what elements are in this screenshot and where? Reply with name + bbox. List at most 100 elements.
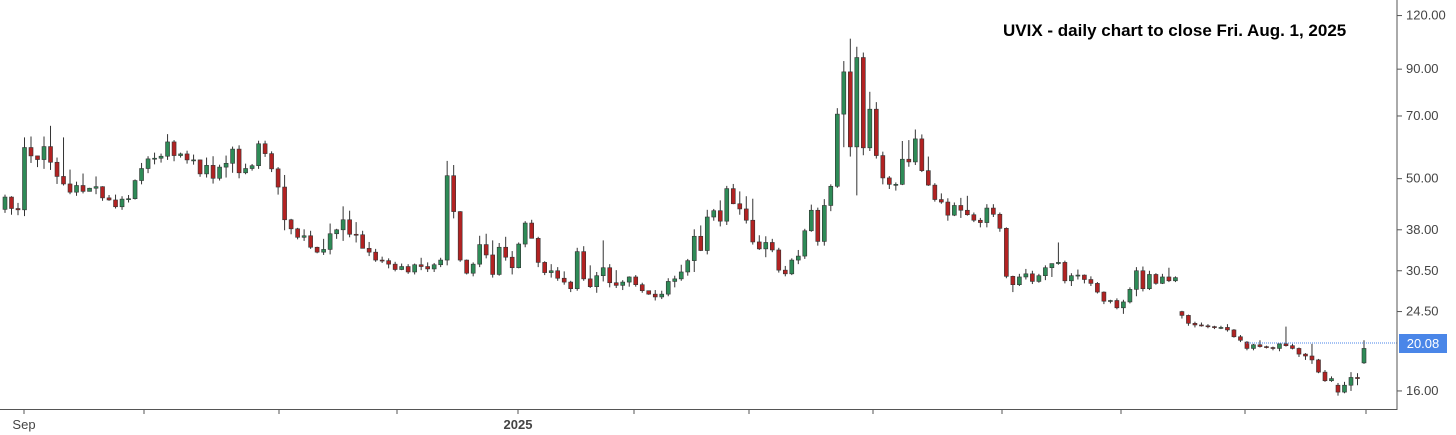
candle-down xyxy=(197,159,203,175)
candle-down xyxy=(613,282,619,286)
candle-down xyxy=(568,281,574,289)
candle-down xyxy=(308,235,313,248)
candle-down xyxy=(1264,346,1269,348)
candle-up xyxy=(321,249,326,253)
candle-down xyxy=(646,290,652,295)
candle-up xyxy=(600,267,606,277)
candle-down xyxy=(1010,276,1016,285)
candle-down xyxy=(991,207,996,215)
candle-down xyxy=(54,161,60,177)
candle-up xyxy=(691,235,697,261)
candle-down xyxy=(587,278,593,287)
candle-down xyxy=(379,259,385,262)
y-tick-label: 90.00 xyxy=(1406,61,1439,76)
candle-down xyxy=(652,293,658,298)
y-tick-label: 24.50 xyxy=(1406,304,1439,319)
candle-up xyxy=(574,251,580,289)
candle-down xyxy=(1030,273,1035,282)
candle-down xyxy=(1166,276,1172,282)
candle-down xyxy=(756,241,762,250)
x-tick-label-sep: Sep xyxy=(12,417,35,432)
candle-up xyxy=(1017,276,1022,285)
candle-down xyxy=(1088,279,1094,284)
y-tick-label: 50.00 xyxy=(1406,171,1439,186)
candle-down xyxy=(288,219,294,230)
candle-up xyxy=(145,158,151,169)
candle-up xyxy=(822,205,827,242)
candle-down xyxy=(730,188,736,205)
x-tick-label-2025: 2025 xyxy=(504,417,533,432)
candle-up xyxy=(685,260,691,273)
candle-down xyxy=(1335,384,1341,393)
candle-up xyxy=(984,207,990,223)
candle-down xyxy=(1225,327,1230,331)
candle-down xyxy=(607,267,613,284)
candle-up xyxy=(139,168,144,181)
candle-down xyxy=(171,141,177,156)
candle-down xyxy=(418,264,424,267)
candle-down xyxy=(848,71,853,148)
candle-up xyxy=(1218,327,1224,329)
candle-down xyxy=(874,108,879,156)
candle-up xyxy=(1049,263,1055,269)
candle-up xyxy=(808,209,814,232)
candle-up xyxy=(1348,377,1354,386)
candle-up xyxy=(158,155,164,159)
candle-up xyxy=(659,293,665,298)
candle-down xyxy=(880,155,886,179)
candle-up xyxy=(1134,270,1139,290)
candle-up xyxy=(119,198,125,208)
candle-down xyxy=(1082,274,1087,280)
candle-up xyxy=(74,185,79,193)
candle-up xyxy=(1127,289,1133,303)
y-tick-label: 70.00 xyxy=(1406,108,1439,123)
candle-down xyxy=(639,284,645,292)
candle-up xyxy=(626,276,632,283)
x-axis: Sep 2025 xyxy=(12,409,1367,432)
candle-down xyxy=(35,155,40,160)
candle-down xyxy=(1153,274,1159,284)
candle-down xyxy=(1290,345,1295,349)
candle-up xyxy=(41,146,47,160)
candle-up xyxy=(230,148,235,164)
candle-up xyxy=(952,205,957,216)
candle-down xyxy=(1101,291,1107,302)
y-tick-label: 30.50 xyxy=(1406,263,1439,278)
candle-down xyxy=(1316,359,1321,373)
candle-down xyxy=(1303,353,1308,357)
candle-down xyxy=(1140,270,1146,289)
candle-up xyxy=(399,266,404,270)
candle-down xyxy=(769,242,775,251)
candle-up xyxy=(204,165,209,175)
candle-down xyxy=(932,184,938,200)
candle-up xyxy=(217,166,222,179)
candle-down xyxy=(919,138,925,171)
candle-down xyxy=(509,256,515,269)
candle-down xyxy=(1095,283,1100,293)
candle-down xyxy=(392,263,398,270)
candle-down xyxy=(353,233,359,236)
candle-down xyxy=(425,266,430,270)
candle-up xyxy=(431,264,437,270)
candle-down xyxy=(945,201,951,216)
candle-up xyxy=(1173,277,1178,282)
candle-down xyxy=(887,177,892,185)
candle-down xyxy=(451,175,456,212)
chart-title: UVIX - daily chart to close Fri. Aug. 1,… xyxy=(1003,21,1347,40)
candle-up xyxy=(178,153,183,156)
candle-up xyxy=(340,219,346,231)
candle-up xyxy=(126,198,131,201)
candle-up xyxy=(334,229,339,235)
candle-up xyxy=(1342,384,1347,393)
candle-up xyxy=(516,243,521,269)
candle-down xyxy=(503,246,508,258)
candle-up xyxy=(594,275,600,287)
candle-up xyxy=(1277,343,1282,349)
candle-up xyxy=(1069,275,1074,282)
candle-down xyxy=(490,254,495,275)
candle-down xyxy=(236,148,242,174)
candle-up xyxy=(301,235,307,238)
candle-down xyxy=(1270,347,1276,349)
candle-down xyxy=(750,219,756,243)
